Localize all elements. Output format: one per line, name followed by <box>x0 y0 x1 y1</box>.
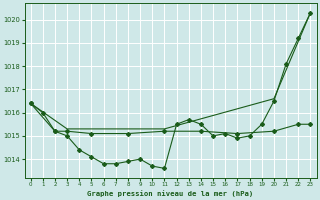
X-axis label: Graphe pression niveau de la mer (hPa): Graphe pression niveau de la mer (hPa) <box>87 190 254 197</box>
